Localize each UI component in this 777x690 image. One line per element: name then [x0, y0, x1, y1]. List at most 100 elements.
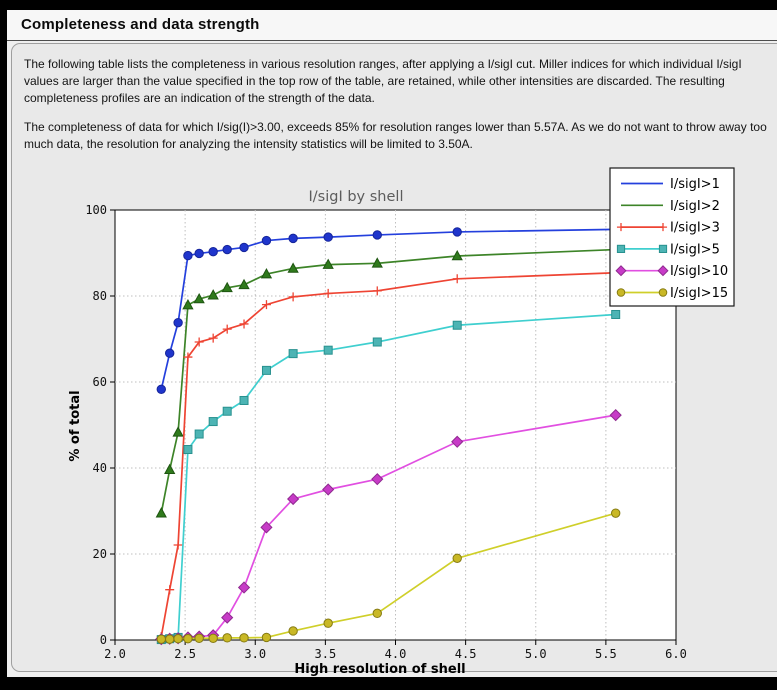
legend-entry-i-sigi-5: I/sigI>5 [616, 242, 720, 257]
marker-plus [452, 274, 462, 284]
marker-circle [239, 242, 249, 253]
page-title: Completeness and data strength [21, 16, 260, 33]
marker-diamond [609, 409, 622, 422]
marker-circle [261, 235, 272, 246]
marker-triangle [155, 507, 167, 518]
marker-square [288, 349, 298, 359]
x-tick-label: 2.0 [104, 647, 126, 661]
axis-ticks [110, 209, 677, 645]
marker-circle [208, 633, 218, 643]
marker-circle [194, 248, 204, 259]
marker-square [611, 309, 621, 319]
series-line [160, 271, 616, 637]
marker-plus [222, 324, 232, 334]
marker-plus [173, 540, 183, 550]
x-tick-label: 3.0 [244, 647, 266, 661]
page-header: Completeness and data strength [7, 10, 777, 41]
y-tick-label: 80 [93, 289, 107, 303]
marker-circle [616, 288, 626, 297]
series-i-sigi-15 [156, 508, 621, 644]
y-tick-label: 60 [93, 375, 107, 389]
marker-diamond [451, 435, 464, 448]
x-tick-label: 6.0 [665, 647, 687, 661]
marker-square [194, 429, 204, 439]
marker-triangle [172, 426, 184, 437]
marker-triangle [221, 281, 233, 293]
marker-diamond [221, 611, 234, 624]
x-axis-label: High resolution of shell [294, 662, 465, 677]
y-axis-label: % of total [68, 390, 83, 461]
marker-triangle [207, 289, 219, 300]
tick-labels: 2.0 2.5 3.0 3.5 4.0 4.5 5.0 5.5 6.0 0 20 40 60 80 100 [85, 203, 687, 661]
paragraph-resolution-cut: The completeness of data for which I/sig… [24, 120, 767, 152]
marker-circle [208, 247, 218, 257]
legend-entry-i-sigi-10: I/sigI>10 [615, 264, 728, 279]
marker-circle [173, 317, 183, 328]
marker-diamond [322, 483, 335, 496]
marker-circle [261, 632, 272, 643]
marker-plus [183, 352, 193, 362]
marker-triangle [238, 278, 250, 290]
marker-circle [222, 633, 232, 643]
description-text: The following table lists the completene… [12, 44, 777, 153]
legend-entry-i-sigi-3: I/sigI>3 [616, 221, 720, 236]
marker-circle [164, 348, 175, 358]
y-tick-label: 100 [85, 203, 107, 217]
legend-box [609, 167, 735, 307]
marker-circle [372, 230, 382, 240]
marker-square [452, 320, 462, 330]
marker-square [208, 417, 218, 427]
marker-triangle [287, 262, 299, 273]
series-line [160, 248, 616, 514]
series-line [160, 228, 616, 390]
marker-square [616, 244, 626, 254]
marker-triangle [451, 249, 463, 261]
marker-plus [208, 333, 218, 343]
series-line [161, 313, 616, 641]
marker-plus [616, 223, 626, 232]
marker-triangle [322, 258, 334, 269]
marker-triangle [193, 292, 205, 304]
marker-circle [239, 633, 249, 643]
marker-diamond [287, 492, 300, 506]
series-i-sigi-1 [156, 224, 621, 395]
y-tick-label: 20 [93, 547, 107, 561]
marker-circle [610, 508, 621, 518]
x-tick-label: 3.5 [315, 647, 337, 661]
marker-triangle [182, 298, 194, 310]
marker-circle [323, 618, 333, 628]
marker-circle [183, 634, 193, 644]
x-tick-label: 5.0 [525, 647, 547, 661]
marker-circle [173, 634, 183, 644]
marker-square [261, 365, 271, 375]
legend-label: I/sigI>1 [670, 177, 720, 192]
marker-triangle [164, 463, 176, 475]
marker-plus [288, 292, 298, 302]
marker-diamond [371, 473, 384, 486]
marker-plus [194, 337, 204, 347]
legend-entry-i-sigi-2: I/sigI>2 [621, 199, 720, 214]
marker-square [658, 244, 668, 254]
y-tick-label: 40 [93, 461, 107, 475]
marker-triangle [371, 257, 383, 268]
marker-circle [658, 288, 668, 297]
x-tick-label: 5.5 [595, 647, 617, 661]
chart-legend: I/sigI>1 I/sigI>2 I/sigI>3 I/sigI>5 I/sigI>1… [609, 167, 735, 307]
legend-entry-i-sigi-1: I/sigI>1 [621, 177, 720, 192]
marker-square [239, 395, 249, 405]
marker-circle [372, 608, 382, 619]
marker-plus [165, 585, 175, 595]
marker-plus [239, 319, 249, 329]
marker-diamond [237, 581, 251, 594]
x-tick-label: 2.5 [174, 647, 196, 661]
marker-diamond [657, 265, 669, 277]
marker-circle [183, 250, 193, 261]
marker-plus [261, 300, 271, 310]
marker-square [183, 445, 193, 455]
legend-label: I/sigI>5 [670, 242, 720, 257]
y-tick-label: 0 [100, 633, 107, 647]
marker-diamond [260, 521, 273, 534]
legend-label: I/sigI>15 [670, 286, 728, 301]
marker-square [323, 345, 333, 355]
